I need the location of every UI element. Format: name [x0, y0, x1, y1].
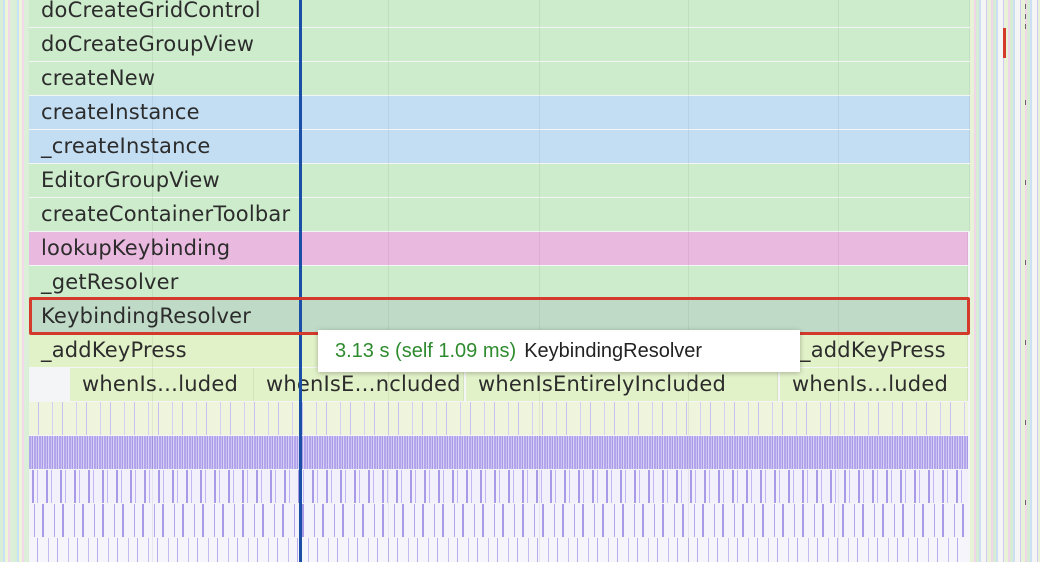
- frame-lookupKeybinding[interactable]: lookupKeybinding: [29, 232, 968, 265]
- time-gridline: [152, 0, 153, 562]
- frame-label: whenIs…luded: [82, 372, 238, 396]
- right-edge-marker: [1003, 28, 1006, 58]
- tooltip-time: 3.13 s (self 1.09 ms): [335, 340, 517, 362]
- frame-_getResolver[interactable]: _getResolver: [29, 266, 968, 299]
- frame-label: whenIsE…ncluded: [266, 372, 461, 396]
- frame-label: createNew: [41, 66, 156, 90]
- dashed-marker: [1025, 500, 1026, 505]
- time-gridline: [838, 0, 839, 562]
- tooltip-function-name: KeybindingResolver: [524, 340, 703, 362]
- frame-EditorGroupView[interactable]: EditorGroupView: [29, 164, 970, 197]
- flame-row: _getResolver: [0, 266, 1040, 300]
- frame-label: _getResolver: [41, 270, 179, 294]
- dashed-marker: [1025, 14, 1026, 19]
- frame-whenIsEntirelyIncluded[interactable]: whenIs…luded: [780, 368, 968, 401]
- flame-row: whenIs…luded whenIsE…ncluded whenIsEntir…: [0, 368, 1040, 402]
- dense-frames-row: [29, 504, 968, 537]
- frame-whenIsEntirelyIncluded[interactable]: whenIsE…ncluded: [254, 368, 464, 401]
- frame-_createInstance[interactable]: _createInstance: [29, 130, 970, 163]
- time-gridline: [539, 0, 540, 562]
- dense-frames-row: [29, 402, 968, 435]
- dashed-marker: [1025, 180, 1026, 185]
- frame-label: whenIs…luded: [792, 372, 948, 396]
- frame-label: createInstance: [41, 100, 200, 124]
- dashed-marker: [1025, 4, 1026, 9]
- flame-row: createNew: [0, 62, 1040, 96]
- frame-label: EditorGroupView: [41, 168, 220, 192]
- frame-label: KeybindingResolver: [41, 304, 252, 328]
- frame-label: _addKeyPress: [41, 338, 187, 362]
- frame-createContainerToolbar[interactable]: createContainerToolbar: [29, 198, 970, 231]
- flame-row: createContainerToolbar: [0, 198, 1040, 232]
- left-edge-frames: [0, 0, 29, 562]
- dense-frames-row: [29, 538, 968, 562]
- frame-_addKeyPress[interactable]: _addKeyPress: [794, 334, 968, 367]
- frame-label: lookupKeybinding: [41, 236, 231, 260]
- dashed-marker: [1025, 340, 1026, 345]
- dashed-marker: [1025, 260, 1026, 265]
- flame-row: createInstance: [0, 96, 1040, 130]
- frame-label: doCreateGridControl: [41, 0, 261, 22]
- frame-doCreateGridControl[interactable]: doCreateGridControl: [29, 0, 970, 27]
- frame-createNew[interactable]: createNew: [29, 62, 970, 95]
- frame-label: _addKeyPress: [800, 338, 946, 362]
- right-edge-frames: [970, 0, 1040, 562]
- frame-createInstance[interactable]: createInstance: [29, 96, 970, 129]
- frame-label: createContainerToolbar: [41, 202, 291, 226]
- flame-row: doCreateGridControl: [0, 0, 1040, 28]
- flame-row: doCreateGroupView: [0, 28, 1040, 62]
- frame-tooltip: 3.13 s (self 1.09 ms) KeybindingResolver: [318, 330, 800, 372]
- flame-row: KeybindingResolver: [0, 300, 1040, 334]
- flame-row: EditorGroupView: [0, 164, 1040, 198]
- dashed-marker: [1025, 100, 1026, 105]
- frame-doCreateGroupView[interactable]: doCreateGroupView: [29, 28, 970, 61]
- frame-whenIsEntirelyIncluded[interactable]: whenIs…luded: [70, 368, 254, 401]
- dashed-marker: [1025, 24, 1026, 29]
- flame-row: lookupKeybinding: [0, 232, 1040, 266]
- dense-frames-row: [29, 470, 968, 503]
- flame-row: _createInstance: [0, 130, 1040, 164]
- time-gridline: [388, 0, 389, 562]
- dashed-marker: [1025, 420, 1026, 425]
- time-gridline: [688, 0, 689, 562]
- frame-KeybindingResolver[interactable]: KeybindingResolver: [29, 300, 968, 333]
- dense-frames-row: [29, 436, 968, 469]
- frame-label: doCreateGroupView: [41, 32, 255, 56]
- frame-label: _createInstance: [41, 134, 211, 158]
- time-cursor-line[interactable]: [299, 0, 302, 562]
- frame-label: whenIsEntirelyIncluded: [478, 372, 727, 396]
- frame-whenIsEntirelyIncluded[interactable]: whenIsEntirelyIncluded: [466, 368, 778, 401]
